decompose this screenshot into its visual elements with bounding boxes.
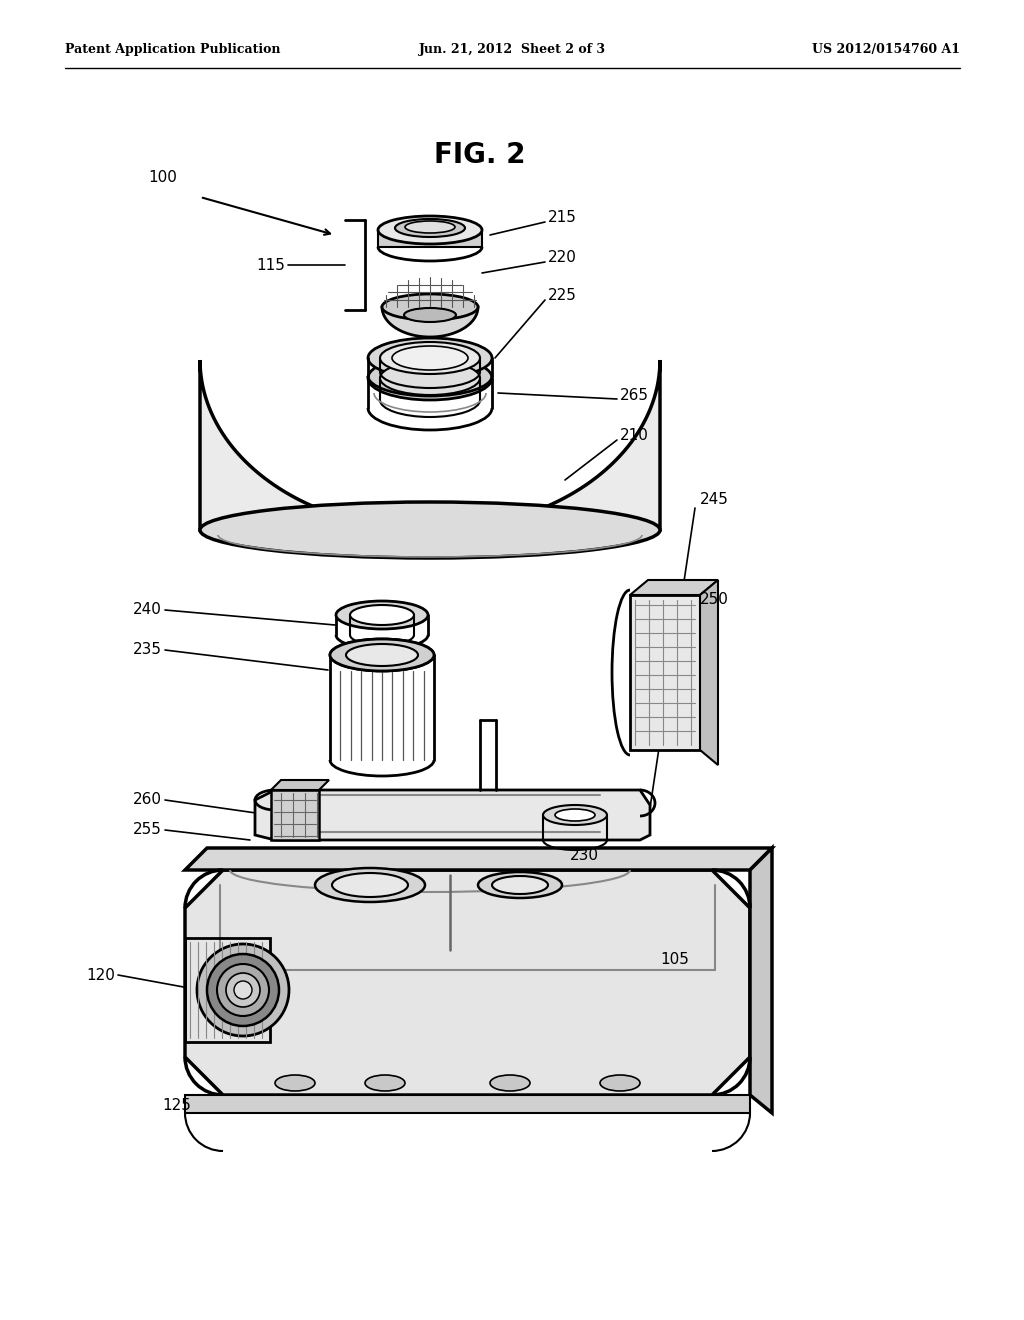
Ellipse shape: [234, 981, 252, 999]
Ellipse shape: [365, 1074, 406, 1092]
Ellipse shape: [543, 805, 607, 825]
Ellipse shape: [555, 809, 595, 821]
Ellipse shape: [395, 219, 465, 238]
Ellipse shape: [200, 502, 660, 558]
Ellipse shape: [380, 360, 480, 395]
Text: 265: 265: [620, 388, 649, 403]
Ellipse shape: [217, 964, 269, 1016]
Ellipse shape: [330, 639, 434, 671]
Ellipse shape: [197, 944, 289, 1036]
Ellipse shape: [207, 954, 279, 1026]
Text: 255: 255: [133, 822, 162, 837]
Ellipse shape: [600, 1074, 640, 1092]
Polygon shape: [200, 360, 660, 531]
Text: 100: 100: [148, 170, 177, 186]
Ellipse shape: [332, 873, 408, 898]
Ellipse shape: [404, 308, 456, 322]
Polygon shape: [630, 579, 718, 595]
Text: 125: 125: [162, 1097, 190, 1113]
Text: FIG. 2: FIG. 2: [434, 141, 525, 169]
Polygon shape: [378, 230, 482, 247]
Ellipse shape: [478, 873, 562, 898]
Text: Jun. 21, 2012  Sheet 2 of 3: Jun. 21, 2012 Sheet 2 of 3: [419, 44, 605, 57]
Text: 105: 105: [660, 953, 689, 968]
Ellipse shape: [392, 346, 468, 370]
Text: 225: 225: [548, 288, 577, 302]
Ellipse shape: [378, 216, 482, 244]
Polygon shape: [382, 308, 478, 337]
Polygon shape: [271, 789, 319, 840]
Text: 260: 260: [133, 792, 162, 808]
Ellipse shape: [275, 1074, 315, 1092]
Polygon shape: [185, 847, 772, 870]
Ellipse shape: [346, 644, 418, 667]
Polygon shape: [750, 847, 772, 1113]
Ellipse shape: [336, 601, 428, 630]
Text: 120: 120: [86, 968, 115, 982]
Polygon shape: [630, 595, 700, 750]
Text: 235: 235: [133, 643, 162, 657]
Text: 215: 215: [548, 210, 577, 226]
Text: 230: 230: [570, 847, 599, 862]
Text: 250: 250: [700, 593, 729, 607]
Ellipse shape: [330, 639, 434, 671]
Text: 220: 220: [548, 251, 577, 265]
Ellipse shape: [315, 869, 425, 902]
Text: US 2012/0154760 A1: US 2012/0154760 A1: [812, 44, 961, 57]
Ellipse shape: [406, 220, 455, 234]
Text: Patent Application Publication: Patent Application Publication: [65, 44, 281, 57]
Text: 210: 210: [620, 428, 649, 442]
Polygon shape: [700, 579, 718, 766]
Text: 115: 115: [256, 257, 285, 272]
Polygon shape: [185, 1096, 750, 1113]
Ellipse shape: [350, 605, 414, 624]
Text: 245: 245: [700, 492, 729, 507]
Polygon shape: [185, 870, 750, 1096]
Ellipse shape: [382, 294, 478, 319]
Ellipse shape: [380, 342, 480, 374]
Ellipse shape: [346, 644, 418, 667]
Polygon shape: [255, 789, 650, 840]
Ellipse shape: [492, 876, 548, 894]
Ellipse shape: [490, 1074, 530, 1092]
Polygon shape: [271, 780, 329, 789]
Text: 240: 240: [133, 602, 162, 618]
Ellipse shape: [226, 973, 260, 1007]
Ellipse shape: [368, 338, 492, 378]
Ellipse shape: [368, 356, 492, 400]
